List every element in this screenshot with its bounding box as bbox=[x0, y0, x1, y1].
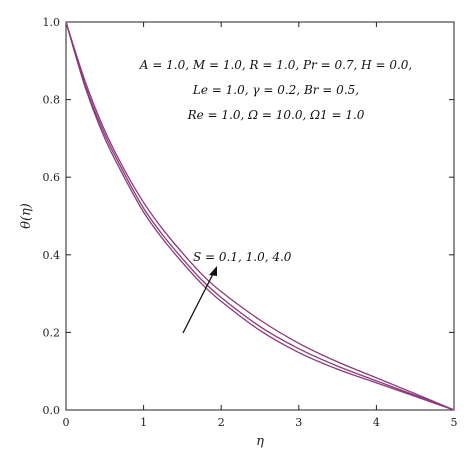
parameter-box: A = 1.0, M = 1.0, R = 1.0, Pr = 0.7, H =… bbox=[139, 58, 412, 122]
annotation-arrow bbox=[182, 269, 216, 334]
annotation-group: S = 0.1, 1.0, 4.0 bbox=[182, 250, 292, 334]
series-line-3 bbox=[65, 21, 455, 411]
x-tick-label: 2 bbox=[218, 416, 225, 429]
y-axis-label: θ(η) bbox=[19, 203, 34, 229]
axis-ticks: 0 1 2 3 4 5 0.0 0.2 0.4 0.6 0.8 1.0 bbox=[43, 16, 458, 429]
y-tick-label: 0.6 bbox=[43, 171, 61, 184]
y-tick-label: 0.8 bbox=[43, 94, 61, 107]
x-tick-label: 5 bbox=[451, 416, 458, 429]
x-tick-label: 1 bbox=[140, 416, 147, 429]
parameter-line-2: Le = 1.0, γ = 0.2, Br = 0.5, bbox=[192, 83, 359, 97]
x-tick-label: 3 bbox=[295, 416, 302, 429]
x-tick-label: 4 bbox=[373, 416, 380, 429]
y-tick-label: 0.0 bbox=[43, 404, 61, 417]
parameter-line-3: Re = 1.0, Ω = 10.0, Ω1 = 1.0 bbox=[187, 108, 365, 122]
plot-frame bbox=[65, 21, 455, 411]
y-tick-label: 0.2 bbox=[43, 326, 61, 339]
annotation-arrowhead bbox=[209, 266, 217, 276]
series-layer bbox=[65, 21, 455, 411]
series-line-1 bbox=[65, 21, 455, 411]
parameter-line-1: A = 1.0, M = 1.0, R = 1.0, Pr = 0.7, H =… bbox=[139, 58, 412, 72]
x-tick-label: 0 bbox=[63, 416, 70, 429]
y-tick-label: 1.0 bbox=[43, 16, 61, 29]
plot-area: 0 1 2 3 4 5 0.0 0.2 0.4 0.6 0.8 1.0 bbox=[43, 16, 458, 429]
y-tick-label: 0.4 bbox=[43, 249, 61, 262]
annotation-label: S = 0.1, 1.0, 4.0 bbox=[193, 250, 292, 264]
x-axis-label: η bbox=[256, 434, 264, 449]
series-line-2 bbox=[65, 21, 455, 411]
